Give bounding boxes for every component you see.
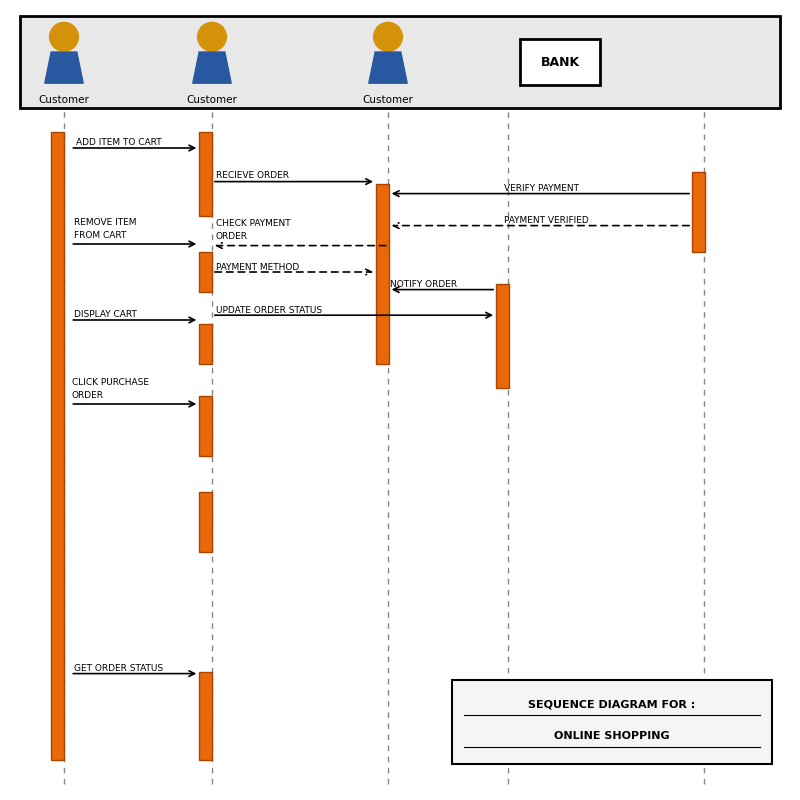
Text: REMOVE ITEM: REMOVE ITEM: [74, 218, 137, 227]
Bar: [496, 284, 509, 388]
Text: Customer: Customer: [362, 95, 414, 105]
Text: ORDER: ORDER: [72, 390, 104, 400]
Bar: [199, 132, 212, 216]
Bar: [452, 680, 772, 764]
Text: Customer: Customer: [38, 95, 90, 105]
Text: ADD ITEM TO CART: ADD ITEM TO CART: [76, 138, 162, 147]
Bar: [520, 38, 600, 86]
Bar: [692, 172, 705, 252]
Text: SEQUENCE DIAGRAM FOR :: SEQUENCE DIAGRAM FOR :: [528, 699, 696, 710]
Text: CHECK PAYMENT: CHECK PAYMENT: [216, 219, 290, 229]
Text: BANK: BANK: [541, 55, 579, 69]
Text: CLICK PURCHASE: CLICK PURCHASE: [72, 378, 149, 387]
Text: UPDATE ORDER STATUS: UPDATE ORDER STATUS: [216, 306, 322, 315]
Text: FROM CART: FROM CART: [74, 230, 126, 240]
Text: DISPLAY CART: DISPLAY CART: [74, 310, 138, 319]
Bar: [51, 132, 64, 760]
Text: ORDER: ORDER: [216, 232, 248, 242]
Bar: [199, 252, 212, 292]
Text: RECIEVE ORDER: RECIEVE ORDER: [216, 171, 289, 181]
Text: NOTIFY ORDER: NOTIFY ORDER: [390, 280, 458, 290]
Bar: [199, 396, 212, 456]
Bar: [20, 16, 780, 108]
Bar: [376, 184, 389, 364]
Text: GET ORDER STATUS: GET ORDER STATUS: [74, 664, 163, 674]
Text: PAYMENT VERIFIED: PAYMENT VERIFIED: [504, 216, 589, 226]
Circle shape: [50, 22, 78, 51]
Bar: [199, 324, 212, 364]
Polygon shape: [193, 52, 231, 83]
Circle shape: [198, 22, 226, 51]
Bar: [199, 672, 212, 760]
Text: ONLINE SHOPPING: ONLINE SHOPPING: [554, 731, 670, 742]
Polygon shape: [45, 52, 83, 83]
Bar: [199, 492, 212, 552]
Text: PAYMENT METHOD: PAYMENT METHOD: [216, 262, 299, 272]
Circle shape: [374, 22, 402, 51]
Polygon shape: [369, 52, 407, 83]
Text: Customer: Customer: [186, 95, 238, 105]
Text: VERIFY PAYMENT: VERIFY PAYMENT: [504, 184, 579, 194]
